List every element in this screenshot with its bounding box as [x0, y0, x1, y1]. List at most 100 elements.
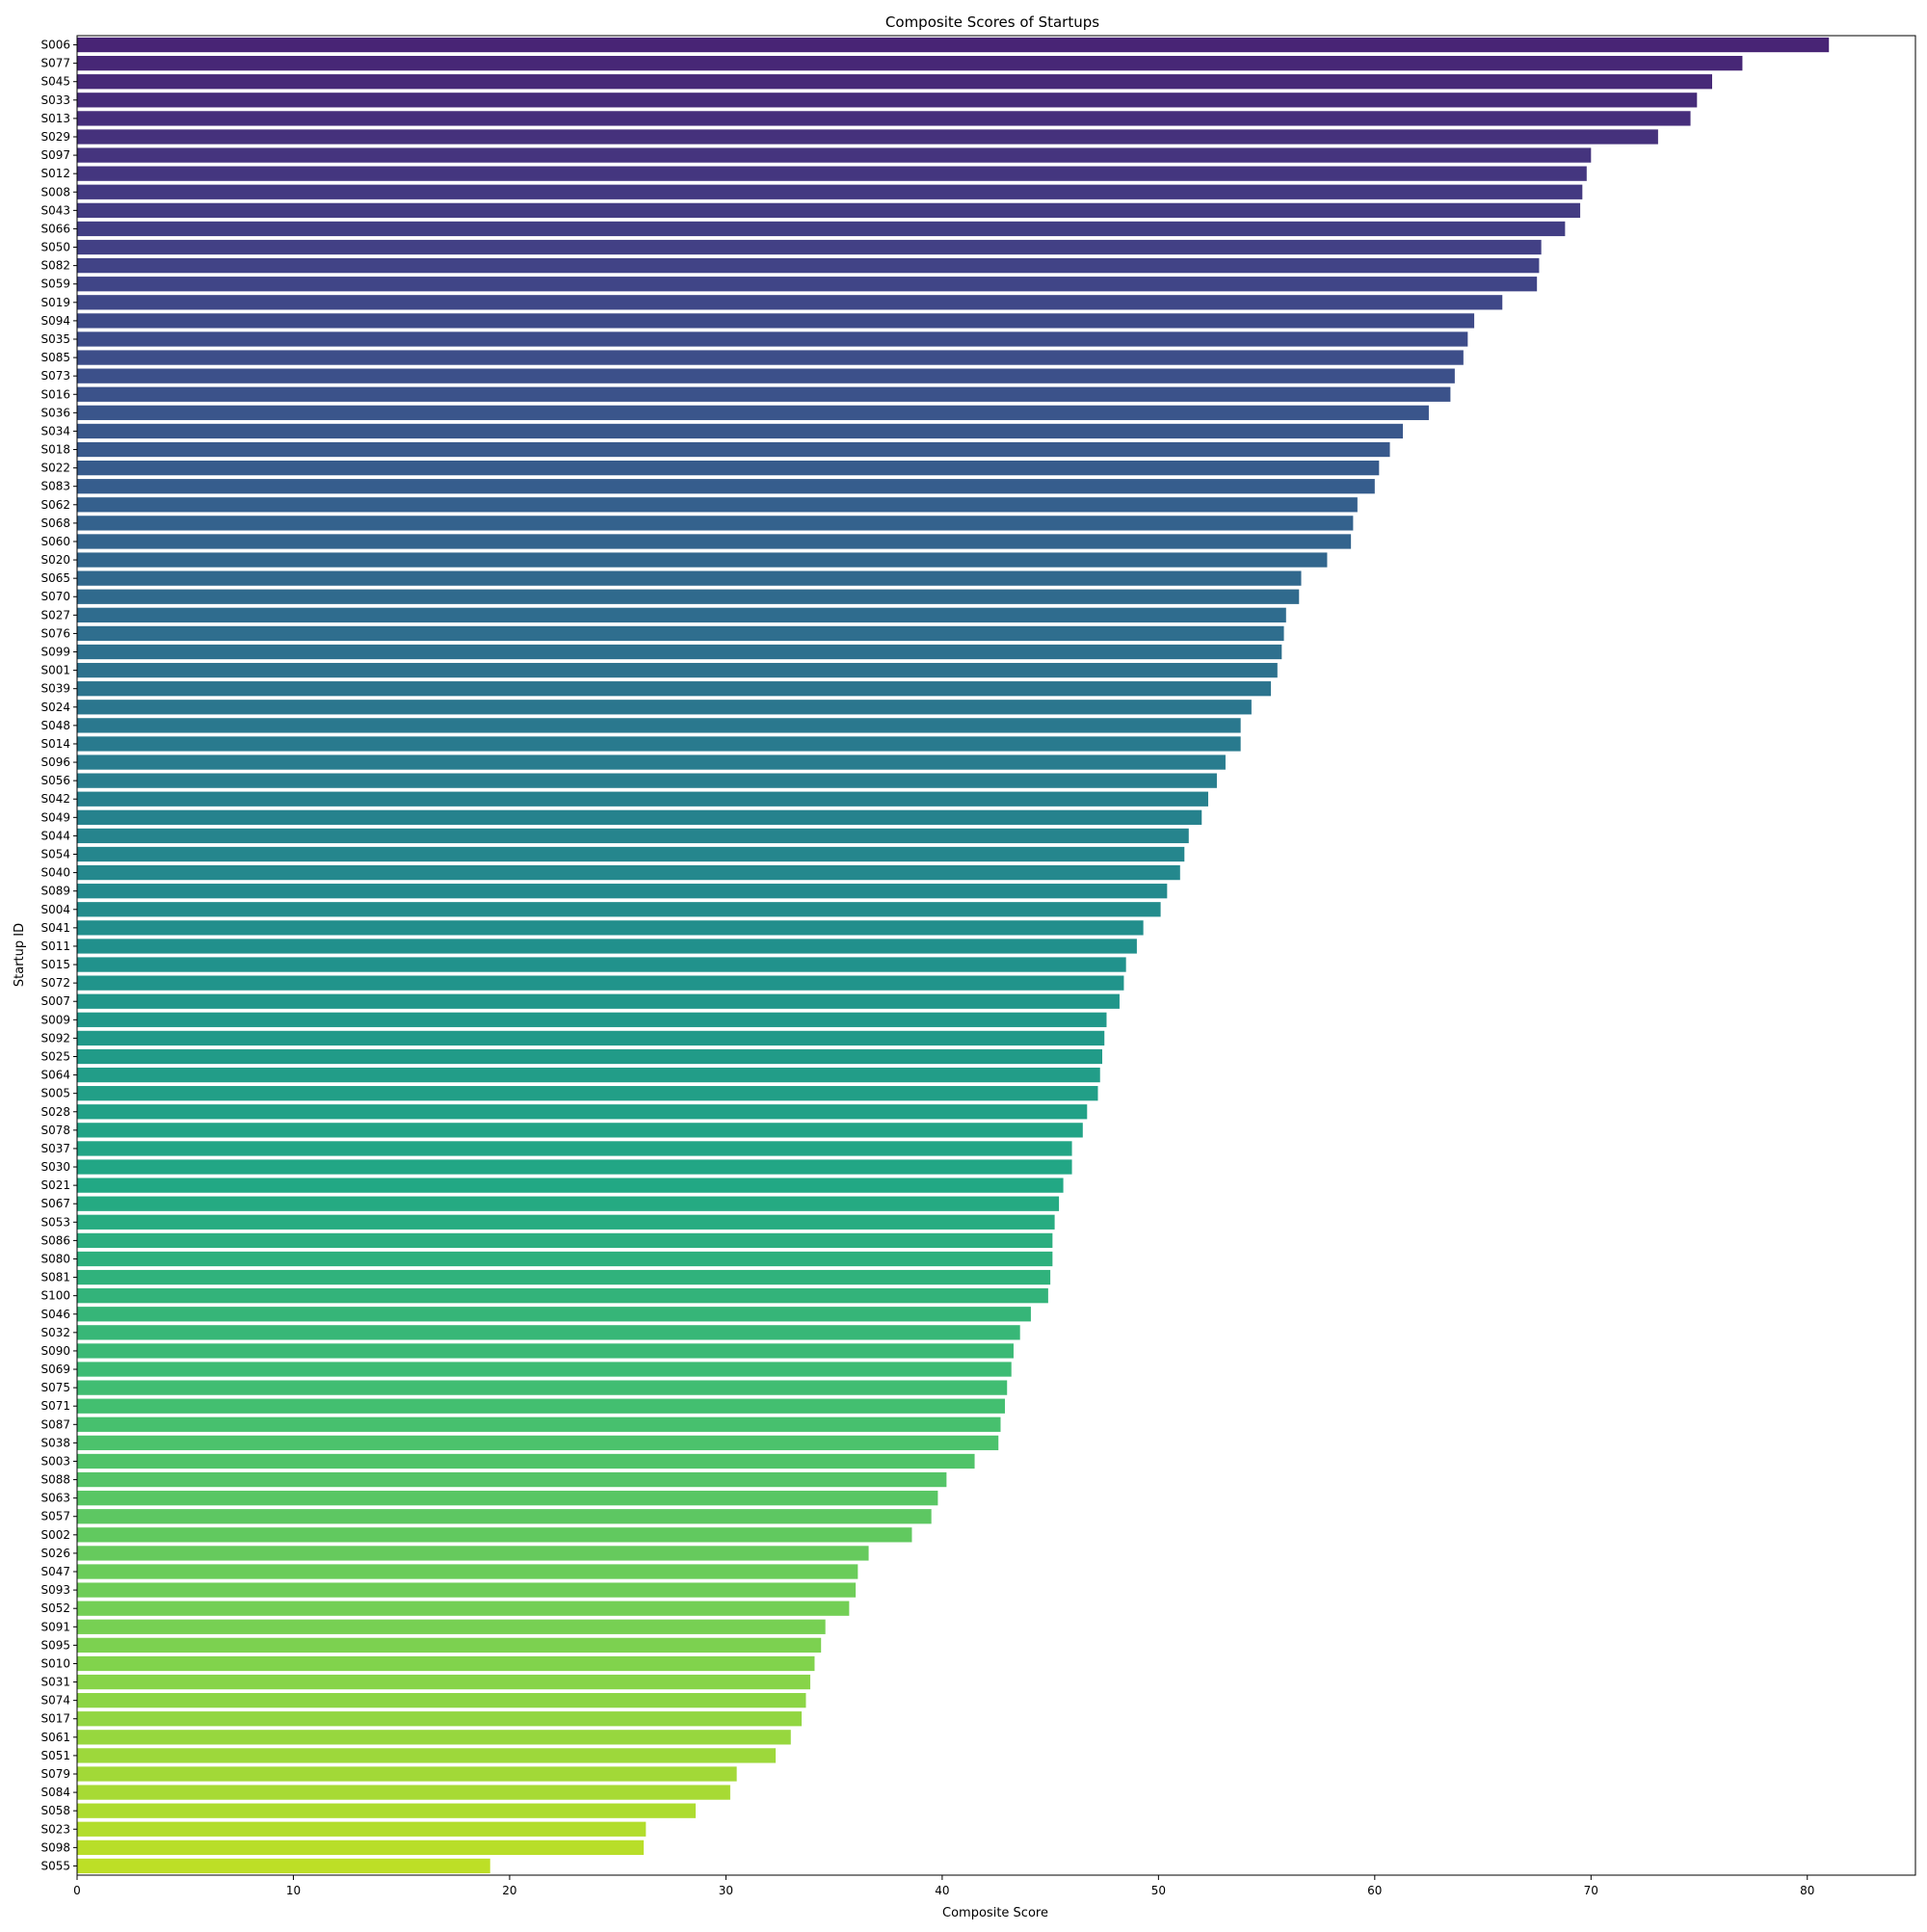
y-tick-label: S005 — [40, 1087, 70, 1100]
y-tick-label: S018 — [40, 443, 70, 457]
y-tick-label: S075 — [40, 1381, 70, 1394]
y-tick-label: S089 — [40, 885, 70, 898]
bar-s037 — [77, 1141, 1072, 1156]
y-tick-label: S092 — [40, 1031, 70, 1045]
bar-s045 — [77, 74, 1712, 90]
y-tick-label: S036 — [40, 406, 70, 419]
y-tick-label: S082 — [40, 259, 70, 273]
bar-s059 — [77, 277, 1538, 292]
bar-s024 — [77, 700, 1252, 715]
bar-s040 — [77, 864, 1180, 881]
bar-s073 — [77, 368, 1455, 384]
plot-frame — [76, 35, 1916, 1876]
y-tick-label: S035 — [40, 332, 70, 346]
bar-s015 — [77, 957, 1126, 972]
y-tick-label: S023 — [40, 1822, 70, 1836]
bar-s023 — [77, 1821, 647, 1837]
y-tick-label: S017 — [40, 1712, 70, 1726]
y-tick-label: S045 — [40, 75, 70, 89]
y-tick-label: S032 — [40, 1326, 70, 1339]
bar-s074 — [77, 1693, 806, 1708]
y-tick-label: S095 — [40, 1638, 70, 1652]
y-tick-label: S026 — [40, 1547, 70, 1560]
bar-s005 — [77, 1086, 1098, 1101]
y-tick-label: S090 — [40, 1344, 70, 1358]
y-axis-label: Startup ID — [13, 923, 27, 987]
bar-s054 — [77, 846, 1185, 862]
x-tick-label: 40 — [935, 1884, 949, 1897]
bar-s077 — [77, 55, 1743, 71]
bar-s043 — [77, 202, 1581, 218]
bar-s062 — [77, 497, 1358, 513]
bar-s035 — [77, 331, 1468, 347]
bar-s061 — [77, 1730, 791, 1745]
y-tick-label: S001 — [40, 664, 70, 677]
y-tick-label: S037 — [40, 1142, 70, 1155]
y-tick-label: S081 — [40, 1271, 70, 1284]
bar-s069 — [77, 1362, 1012, 1377]
y-tick-label: S068 — [40, 516, 70, 530]
bar-s034 — [77, 423, 1404, 439]
y-tick-label: S006 — [40, 39, 70, 52]
bar-s038 — [77, 1435, 999, 1451]
y-tick-label: S047 — [40, 1565, 70, 1578]
bar-s075 — [77, 1380, 1008, 1395]
bar-s086 — [77, 1232, 1053, 1249]
bar-s090 — [77, 1343, 1014, 1359]
bar-s018 — [77, 441, 1390, 458]
y-tick-label: S004 — [40, 903, 70, 916]
bar-s088 — [77, 1471, 947, 1488]
bar-s057 — [77, 1509, 932, 1524]
y-tick-label: S067 — [40, 1197, 70, 1210]
bar-s017 — [77, 1711, 802, 1727]
y-tick-label: S077 — [40, 57, 70, 70]
y-tick-label: S096 — [40, 755, 70, 769]
bar-s027 — [77, 607, 1286, 622]
y-tick-label: S011 — [40, 940, 70, 953]
y-tick-label: S046 — [40, 1308, 70, 1321]
bar-s078 — [77, 1123, 1083, 1138]
bar-s001 — [77, 662, 1278, 678]
y-tick-label: S028 — [40, 1105, 70, 1119]
y-tick-label: S041 — [40, 921, 70, 935]
x-tick-label: 50 — [1151, 1884, 1166, 1897]
bar-s092 — [77, 1030, 1105, 1046]
y-tick-label: S093 — [40, 1583, 70, 1597]
y-tick-label: S002 — [40, 1528, 70, 1542]
y-tick-label: S063 — [40, 1492, 70, 1505]
y-tick-label: S079 — [40, 1767, 70, 1781]
y-tick-label: S027 — [40, 608, 70, 622]
y-tick-label: S012 — [40, 167, 70, 180]
y-tick-label: S074 — [40, 1694, 70, 1707]
bar-s080 — [77, 1251, 1053, 1267]
bar-s091 — [77, 1619, 826, 1634]
x-tick-label: 20 — [502, 1884, 516, 1897]
bar-s056 — [77, 773, 1217, 788]
y-tick-label: S031 — [40, 1676, 70, 1689]
bar-s008 — [77, 184, 1583, 199]
y-tick-label: S022 — [40, 462, 70, 475]
bar-s070 — [77, 589, 1300, 604]
bar-s029 — [77, 129, 1658, 145]
y-tick-label: S008 — [40, 185, 70, 198]
bar-s099 — [77, 644, 1282, 660]
y-tick-label: S013 — [40, 112, 70, 125]
y-tick-label: S056 — [40, 774, 70, 787]
bars-layer — [77, 37, 1830, 1874]
y-tick-label: S021 — [40, 1178, 70, 1192]
bar-s066 — [77, 221, 1566, 237]
bar-s060 — [77, 534, 1352, 549]
bar-s076 — [77, 625, 1284, 642]
bar-s093 — [77, 1582, 857, 1598]
y-tick-label: S034 — [40, 424, 70, 437]
bar-s026 — [77, 1546, 869, 1561]
y-tick-label: S019 — [40, 296, 70, 309]
y-tick-label: S085 — [40, 351, 70, 364]
y-tick-label: S069 — [40, 1363, 70, 1376]
y-tick-label: S039 — [40, 682, 70, 696]
y-tick-label: S100 — [40, 1289, 70, 1303]
y-tick-label: S025 — [40, 1049, 70, 1063]
y-tick-label: S020 — [40, 553, 70, 567]
bar-s010 — [77, 1655, 815, 1672]
